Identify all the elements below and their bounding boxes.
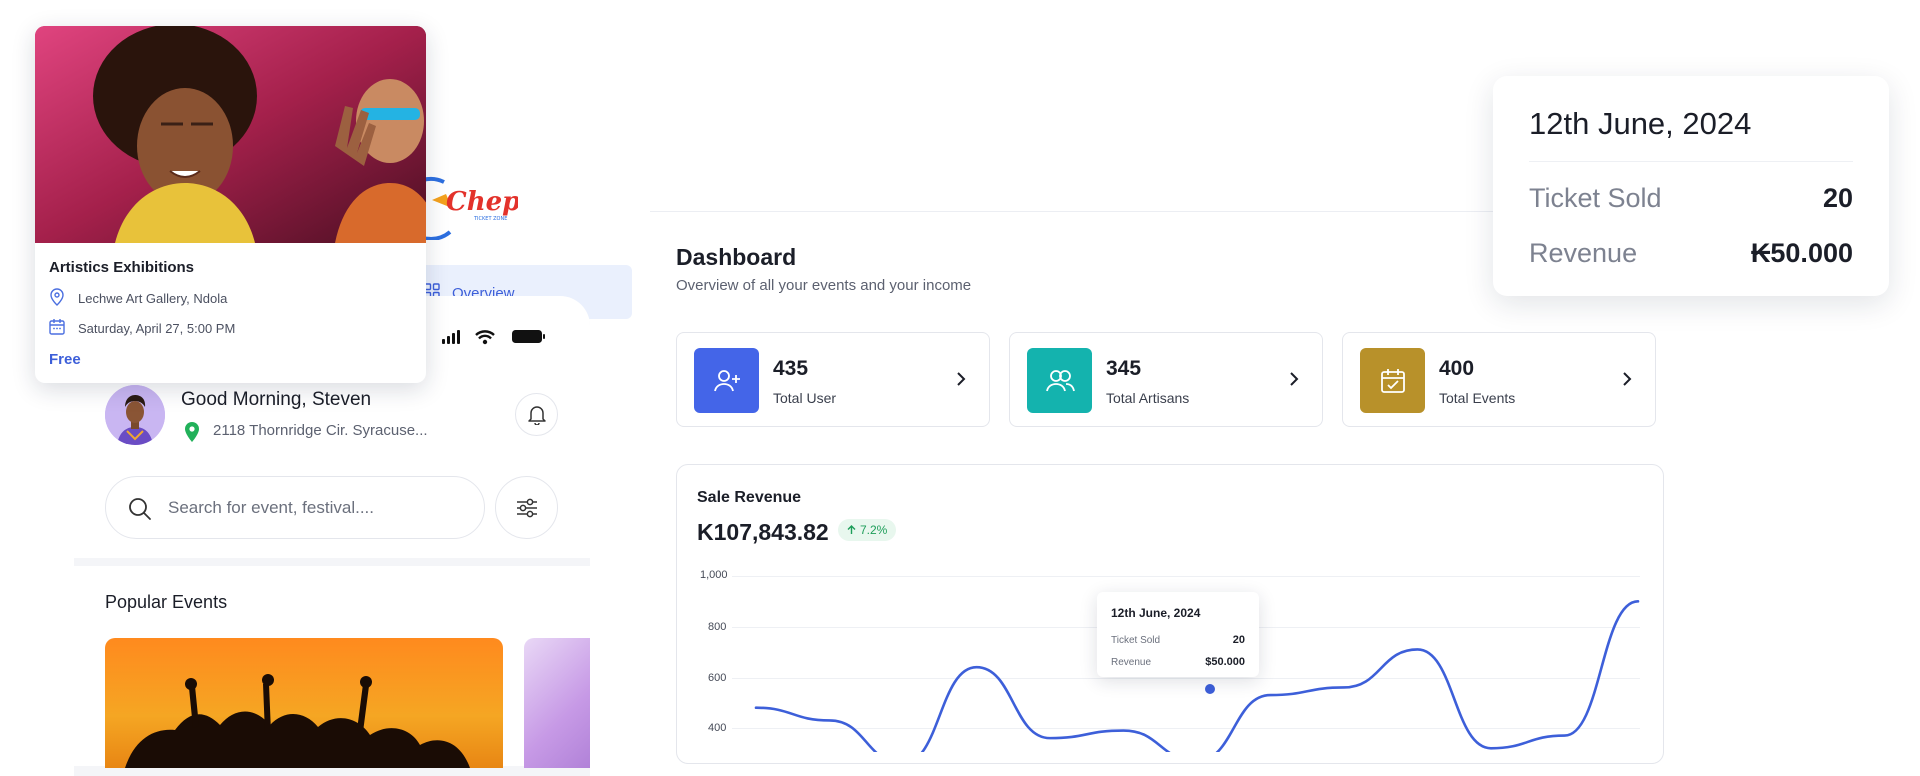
zoom-revenue-value: ₭50.000 — [1750, 238, 1853, 268]
gridline — [732, 576, 1640, 577]
calendar-check-icon — [1360, 348, 1425, 413]
chart-tooltip: 12th June, 2024 Ticket Sold 20 Revenue $… — [1097, 592, 1259, 677]
filter-button[interactable] — [495, 476, 558, 539]
change-value: 7.2% — [860, 523, 888, 537]
zoom-ticket-value: 20 — [1822, 183, 1853, 213]
page-title: Dashboard — [676, 244, 797, 270]
zoom-tooltip-date: 12th June, 2024 — [1529, 106, 1752, 141]
zoom-revenue-label: Revenue — [1529, 238, 1638, 268]
stat-value: 345 — [1106, 357, 1142, 380]
y-tick-label: 400 — [708, 722, 727, 734]
user-avatar-icon — [105, 385, 165, 445]
event-title: Artistics Exhibitions — [49, 259, 195, 276]
sliders-icon — [516, 498, 537, 517]
tooltip-revenue-value: $50.000 — [1205, 656, 1245, 668]
tooltip-revenue-label: Revenue — [1111, 657, 1152, 668]
user-address: 2118 Thornridge Cir. Syracuse... — [213, 422, 428, 439]
stat-card-artisans[interactable]: 345 Total Artisans — [1009, 332, 1323, 427]
stat-label: Total Events — [1439, 390, 1516, 406]
zoomed-tooltip: 12th June, 2024 Ticket Sold 20 Revenue ₭… — [1493, 76, 1889, 296]
y-tick-label: 600 — [708, 672, 727, 684]
stat-label: Total User — [773, 390, 837, 406]
event-location: Lechwe Art Gallery, Ndola — [78, 291, 228, 306]
arrow-up-icon — [847, 525, 856, 534]
chevron-right-icon — [1290, 372, 1299, 386]
tooltip-date: 12th June, 2024 — [1111, 606, 1201, 620]
event-thumbnail[interactable] — [524, 638, 590, 768]
search-placeholder: Search for event, festival.... — [168, 498, 374, 517]
highlight-point — [1203, 682, 1217, 696]
y-tick-label: 800 — [708, 621, 727, 633]
y-tick-label: 1,000 — [700, 569, 728, 581]
series-line — [754, 600, 1640, 752]
revenue-title: Sale Revenue — [697, 489, 802, 506]
svg-text:TICKET ZONE: TICKET ZONE — [473, 216, 507, 222]
popular-events-title: Popular Events — [105, 592, 228, 612]
crowd-silhouette-image — [125, 674, 470, 768]
change-badge: 7.2% — [838, 519, 897, 541]
stat-card-events[interactable]: 400 Total Events — [1342, 332, 1656, 427]
tooltip-ticket-label: Ticket Sold — [1111, 635, 1161, 646]
stat-value: 435 — [773, 357, 809, 380]
avatar[interactable] — [105, 385, 165, 445]
search-input[interactable]: Search for event, festival.... — [105, 476, 485, 539]
chevron-right-icon — [1623, 372, 1632, 386]
chevron-right-icon — [957, 372, 966, 386]
gridline — [732, 678, 1640, 679]
location-icon — [50, 288, 64, 306]
add-user-icon — [694, 348, 759, 413]
event-datetime: Saturday, April 27, 5:00 PM — [78, 321, 236, 336]
event-card[interactable]: Artistics Exhibitions Lechwe Art Gallery… — [35, 26, 426, 383]
zoom-ticket-label: Ticket Sold — [1529, 183, 1662, 213]
stat-card-users[interactable]: 435 Total User — [676, 332, 990, 427]
tooltip-ticket-value: 20 — [1232, 634, 1245, 646]
header-divider — [650, 211, 1660, 212]
event-photo — [35, 26, 426, 243]
bell-icon — [527, 405, 546, 425]
search-icon — [129, 498, 151, 520]
logo-image: Chepa TICKET ZONE — [398, 176, 537, 241]
party-photo-image — [35, 26, 426, 243]
chepa-logo: Chepa TICKET ZONE — [398, 170, 537, 241]
status-bar-icons — [442, 330, 545, 345]
revenue-amount: K107,843.82 — [697, 519, 829, 545]
divider — [1529, 161, 1853, 162]
gridline — [732, 728, 1640, 729]
event-thumbnail[interactable] — [105, 638, 503, 768]
greeting-text: Good Morning, Steven — [181, 389, 372, 410]
stat-label: Total Artisans — [1106, 390, 1190, 406]
notification-button[interactable] — [515, 393, 558, 436]
location-pin-icon — [185, 422, 199, 442]
stat-value: 400 — [1439, 357, 1475, 380]
calendar-icon — [49, 319, 65, 335]
page-subtitle: Overview of all your events and your inc… — [676, 277, 972, 294]
event-price: Free — [49, 351, 81, 368]
svg-text:Chepa: Chepa — [446, 187, 518, 217]
users-icon — [1027, 348, 1092, 413]
revenue-chart — [754, 600, 1640, 752]
